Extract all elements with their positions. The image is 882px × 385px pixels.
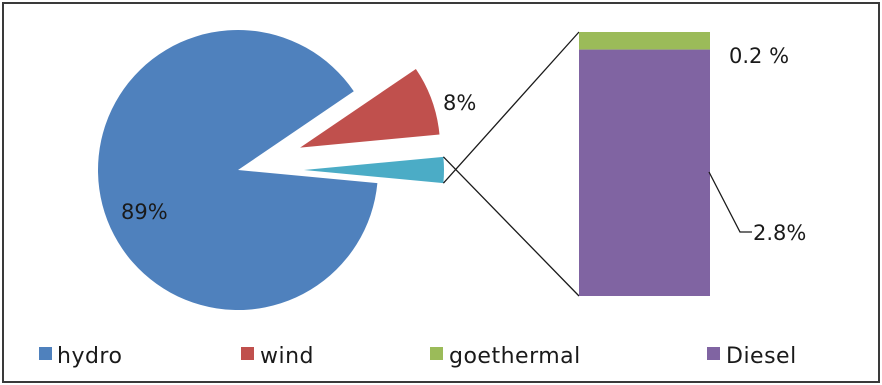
connector-line-top — [442, 31, 580, 184]
connector-lines — [442, 31, 580, 297]
data-label-diesel: 2.8% — [753, 221, 806, 245]
bar-segment-diesel — [579, 49, 710, 296]
stacked-bar — [579, 32, 710, 296]
pie-slice-other — [304, 156, 445, 184]
data-label-goethermal: 0.2 % — [729, 44, 789, 68]
legend-swatch-diesel — [707, 347, 720, 360]
pie — [98, 29, 445, 310]
bar-segment-goethermal — [579, 32, 710, 50]
connector-line-bottom — [442, 156, 580, 297]
data-label-wind: 8% — [443, 91, 476, 115]
pie-slice-hydro — [98, 29, 378, 310]
legend-label-goethermal: goethermal — [449, 344, 581, 369]
legend-label-hydro: hydro — [57, 344, 122, 369]
diesel-leader-line — [708, 171, 752, 233]
data-label-hydro: 89% — [121, 200, 168, 224]
legend-swatch-wind — [241, 347, 254, 360]
legend-label-diesel: Diesel — [726, 344, 797, 369]
legend-label-wind: wind — [260, 344, 314, 369]
pie-slice-wind — [300, 68, 440, 148]
legend-swatch-goethermal — [430, 347, 443, 360]
legend: hydro wind goethermal Diesel — [39, 344, 797, 369]
legend-swatch-hydro — [39, 347, 52, 360]
